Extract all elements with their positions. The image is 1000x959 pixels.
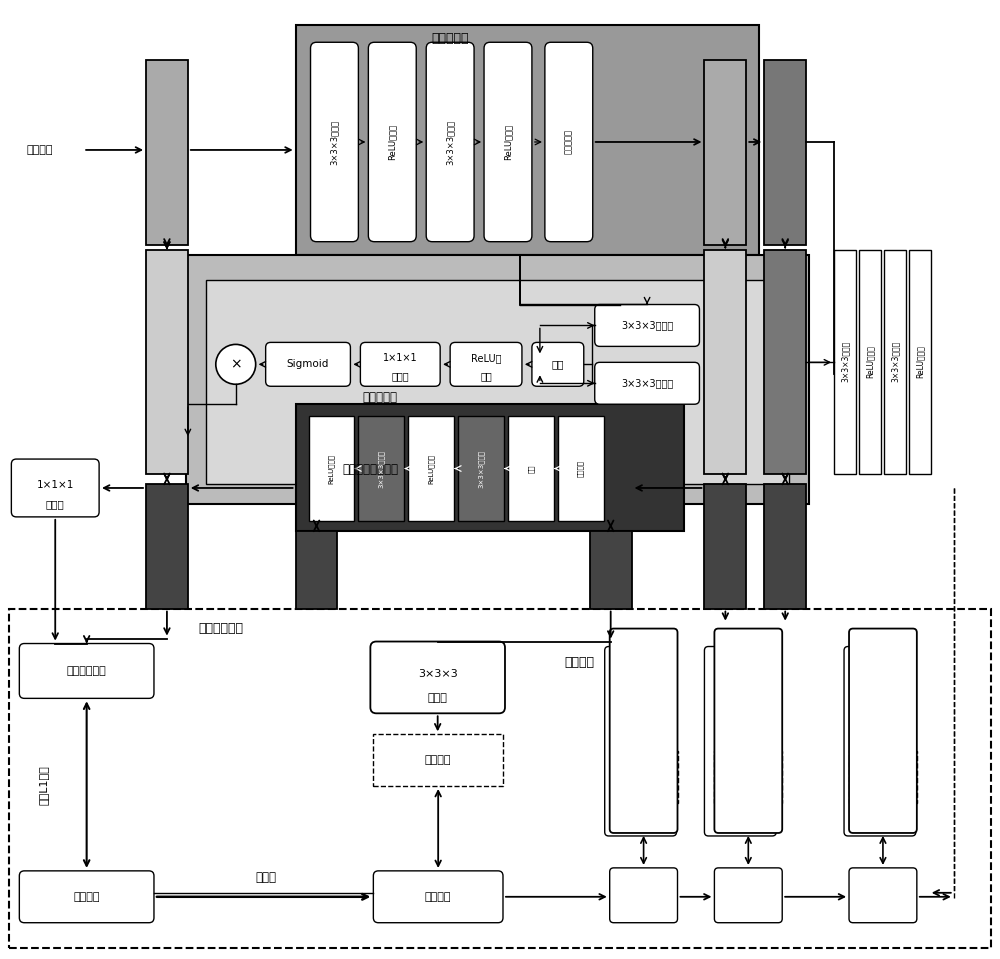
Text: 卷积层: 卷积层 xyxy=(391,371,409,382)
Text: 1×1×1: 1×1×1 xyxy=(37,480,74,490)
Text: ReLU激活层: ReLU激活层 xyxy=(328,454,335,483)
FancyBboxPatch shape xyxy=(266,342,350,386)
Text: 最大池化层: 最大池化层 xyxy=(564,129,573,154)
Text: 3×3×3卷积层: 3×3×3卷积层 xyxy=(841,341,850,383)
Text: 计算L1损失: 计算L1损失 xyxy=(38,765,48,805)
Text: 最终融合图像: 最终融合图像 xyxy=(67,666,107,676)
Bar xyxy=(296,405,684,531)
Text: 输入数据: 输入数据 xyxy=(26,145,53,155)
Bar xyxy=(849,751,917,803)
Text: 中间图像: 中间图像 xyxy=(425,755,451,765)
FancyBboxPatch shape xyxy=(849,868,917,923)
Bar xyxy=(704,484,746,609)
Bar xyxy=(309,416,354,521)
FancyBboxPatch shape xyxy=(595,363,699,405)
Text: 3×3×3卷积层: 3×3×3卷积层 xyxy=(378,450,385,487)
FancyBboxPatch shape xyxy=(426,42,474,242)
FancyBboxPatch shape xyxy=(610,868,678,923)
Bar xyxy=(764,484,806,609)
FancyBboxPatch shape xyxy=(19,643,154,698)
Bar xyxy=(884,249,906,474)
FancyBboxPatch shape xyxy=(595,305,699,346)
Text: 级联: 级联 xyxy=(552,360,564,369)
Text: 卷积层: 卷积层 xyxy=(46,499,65,509)
FancyBboxPatch shape xyxy=(370,642,505,713)
Bar xyxy=(373,735,503,786)
Text: 重建模块: 重建模块 xyxy=(565,656,595,669)
FancyBboxPatch shape xyxy=(360,342,440,386)
Bar xyxy=(206,280,789,484)
Text: 3×3×3卷积层: 3×3×3卷积层 xyxy=(621,378,673,388)
Text: 3×3×3卷积层: 3×3×3卷积层 xyxy=(446,120,455,165)
Text: 活层: 活层 xyxy=(480,371,492,382)
Text: ReLU激活层: ReLU激活层 xyxy=(428,454,434,483)
Text: ReLU激活层: ReLU激活层 xyxy=(915,345,924,378)
Bar xyxy=(834,249,856,474)
Bar xyxy=(9,609,991,947)
Bar xyxy=(146,60,188,245)
FancyBboxPatch shape xyxy=(373,871,503,923)
Text: Sigmoid: Sigmoid xyxy=(287,360,329,369)
Text: 转置卷积: 转置卷积 xyxy=(577,460,584,477)
FancyBboxPatch shape xyxy=(545,42,593,242)
Bar xyxy=(764,249,806,474)
Text: 3×3×3卷积层: 3×3×3卷积层 xyxy=(330,120,339,165)
Bar xyxy=(146,249,188,474)
FancyBboxPatch shape xyxy=(311,42,358,242)
FancyBboxPatch shape xyxy=(844,646,916,836)
FancyBboxPatch shape xyxy=(11,459,99,517)
Bar xyxy=(590,531,632,609)
Text: 3×3×3: 3×3×3 xyxy=(418,669,458,679)
Bar xyxy=(610,751,678,803)
FancyBboxPatch shape xyxy=(450,342,522,386)
Text: ReLU激活层: ReLU激活层 xyxy=(865,345,874,378)
Bar xyxy=(704,60,746,245)
Text: ReLU激: ReLU激 xyxy=(471,353,501,363)
Bar xyxy=(146,484,188,609)
Bar xyxy=(704,249,746,474)
Text: 网格注意机制模块: 网格注意机制模块 xyxy=(342,462,398,476)
Text: 1×1×1: 1×1×1 xyxy=(383,353,418,363)
Text: 下采样: 下采样 xyxy=(255,872,276,884)
Bar xyxy=(764,60,806,245)
FancyBboxPatch shape xyxy=(368,42,416,242)
Text: 上采样模块: 上采样模块 xyxy=(363,390,398,404)
Text: ReLU激活层: ReLU激活层 xyxy=(503,124,512,160)
Bar xyxy=(408,416,454,521)
FancyBboxPatch shape xyxy=(714,868,782,923)
Text: ReLU激活层: ReLU激活层 xyxy=(388,124,397,160)
Text: 参考图像: 参考图像 xyxy=(425,892,451,901)
Bar xyxy=(909,249,931,474)
Text: ×: × xyxy=(230,358,242,371)
FancyBboxPatch shape xyxy=(605,646,677,836)
Bar xyxy=(358,416,404,521)
Bar xyxy=(296,531,337,609)
Bar xyxy=(296,25,759,255)
FancyBboxPatch shape xyxy=(714,628,782,833)
Text: 3×3×3卷积层: 3×3×3卷积层 xyxy=(478,450,484,487)
FancyBboxPatch shape xyxy=(849,628,917,833)
Bar xyxy=(558,416,604,521)
Bar xyxy=(714,751,782,803)
FancyBboxPatch shape xyxy=(704,646,776,836)
Text: 3×3×3卷积层: 3×3×3卷积层 xyxy=(621,320,673,331)
Text: 参考图像: 参考图像 xyxy=(73,892,100,901)
Bar xyxy=(186,255,809,503)
FancyBboxPatch shape xyxy=(532,342,584,386)
Text: 模型训练阶段: 模型训练阶段 xyxy=(198,622,243,635)
Text: 3×3×3卷积层: 3×3×3卷积层 xyxy=(890,341,899,383)
Bar xyxy=(508,416,554,521)
FancyBboxPatch shape xyxy=(19,871,154,923)
Text: 级联: 级联 xyxy=(528,464,534,473)
Bar xyxy=(458,416,504,521)
FancyBboxPatch shape xyxy=(484,42,532,242)
Text: 卷积层: 卷积层 xyxy=(428,693,448,703)
Bar xyxy=(859,249,881,474)
Circle shape xyxy=(216,344,256,385)
Text: 下采样模块: 下采样模块 xyxy=(431,32,469,45)
FancyBboxPatch shape xyxy=(610,628,678,833)
